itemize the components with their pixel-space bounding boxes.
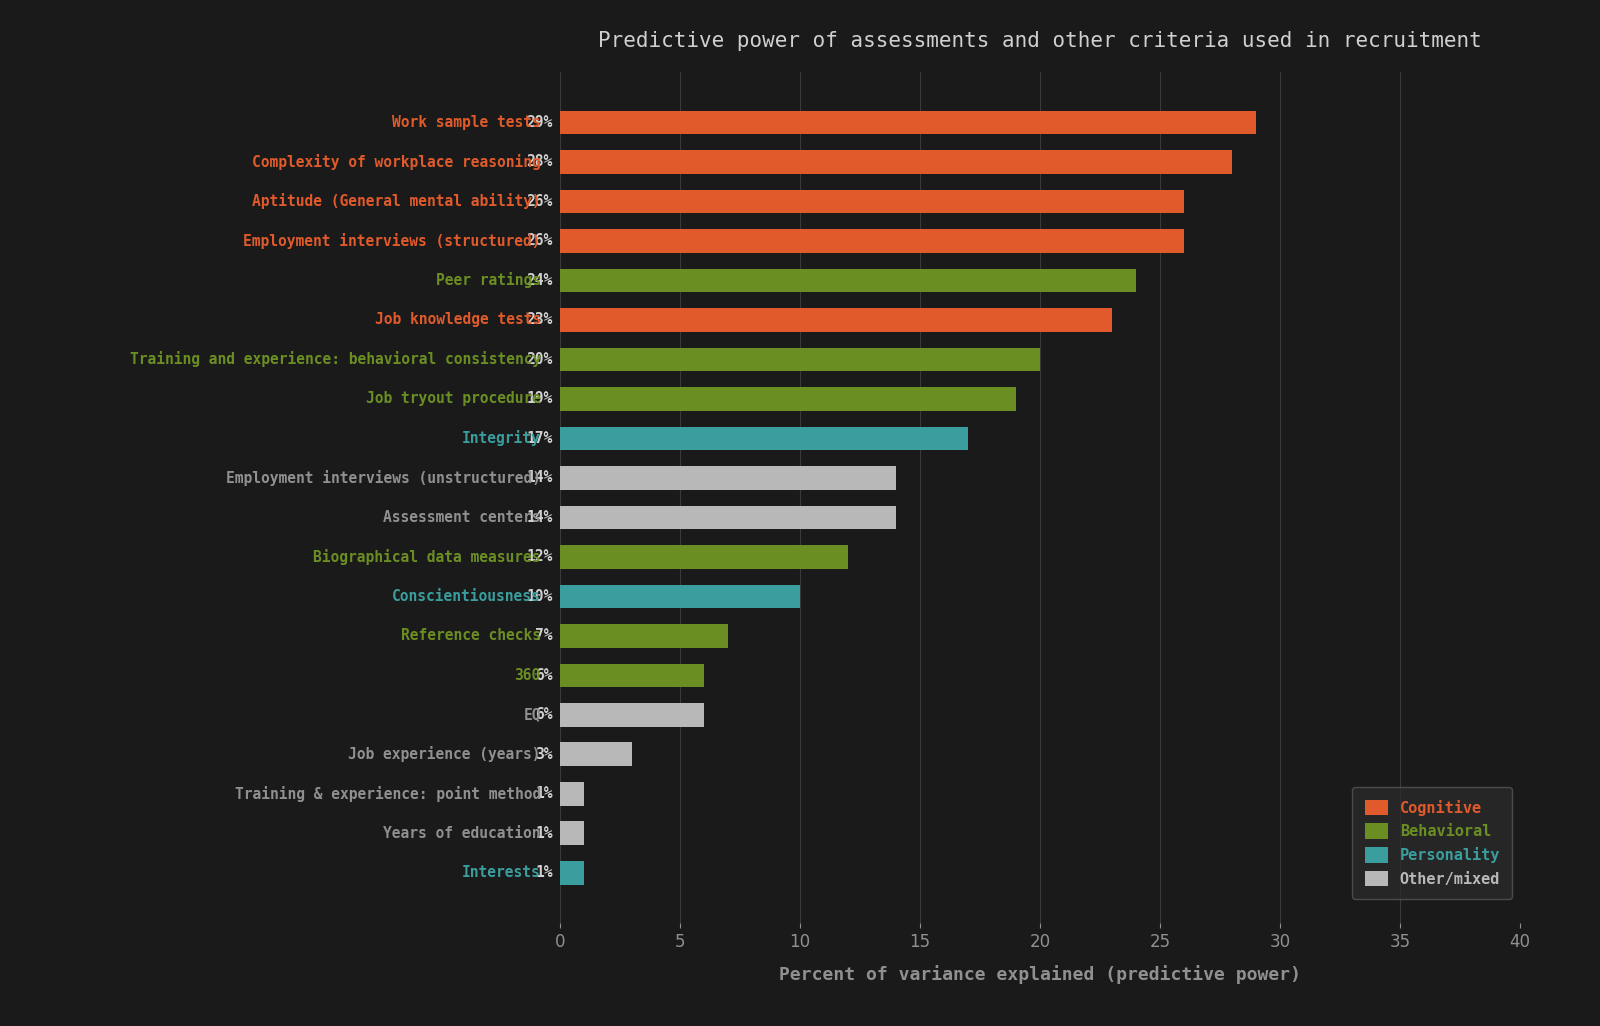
Text: Biographical data measures: Biographical data measures bbox=[314, 549, 541, 565]
Text: Training & experience: point method: Training & experience: point method bbox=[235, 786, 541, 802]
Text: 6%: 6% bbox=[536, 707, 554, 722]
Text: Job experience (years): Job experience (years) bbox=[349, 746, 541, 762]
Text: 360: 360 bbox=[515, 668, 541, 683]
Text: 1%: 1% bbox=[536, 865, 554, 880]
Bar bbox=[560, 545, 848, 568]
Bar bbox=[560, 150, 1232, 173]
Text: Conscientiousness: Conscientiousness bbox=[392, 589, 541, 604]
Bar bbox=[560, 822, 584, 845]
Text: EQ: EQ bbox=[523, 707, 541, 722]
Bar bbox=[560, 664, 704, 687]
Text: Interests: Interests bbox=[462, 865, 541, 880]
Text: 17%: 17% bbox=[526, 431, 554, 446]
Text: Complexity of workplace reasoning: Complexity of workplace reasoning bbox=[253, 154, 541, 170]
Text: Employment interviews (unstructured): Employment interviews (unstructured) bbox=[226, 470, 541, 486]
Text: 24%: 24% bbox=[526, 273, 554, 288]
Bar bbox=[560, 703, 704, 726]
Bar bbox=[560, 585, 800, 608]
Bar bbox=[560, 861, 584, 884]
Text: Reference checks: Reference checks bbox=[400, 628, 541, 643]
Text: 12%: 12% bbox=[526, 549, 554, 564]
Text: 29%: 29% bbox=[526, 115, 554, 130]
Text: Employment interviews (structured): Employment interviews (structured) bbox=[243, 233, 541, 249]
Bar bbox=[560, 427, 968, 450]
Text: 23%: 23% bbox=[526, 312, 554, 327]
Text: 26%: 26% bbox=[526, 233, 554, 248]
Text: 14%: 14% bbox=[526, 470, 554, 485]
Text: 26%: 26% bbox=[526, 194, 554, 209]
Bar bbox=[560, 387, 1016, 410]
Text: 7%: 7% bbox=[536, 628, 554, 643]
Title: Predictive power of assessments and other criteria used in recruitment: Predictive power of assessments and othe… bbox=[598, 31, 1482, 51]
Text: 20%: 20% bbox=[526, 352, 554, 367]
Text: Peer ratings: Peer ratings bbox=[435, 272, 541, 288]
Text: 3%: 3% bbox=[536, 747, 554, 762]
X-axis label: Percent of variance explained (predictive power): Percent of variance explained (predictiv… bbox=[779, 965, 1301, 984]
Bar bbox=[560, 348, 1040, 371]
Bar bbox=[560, 624, 728, 647]
Bar bbox=[560, 466, 896, 489]
Text: 1%: 1% bbox=[536, 786, 554, 801]
Text: Assessment centers: Assessment centers bbox=[384, 510, 541, 525]
Bar bbox=[560, 111, 1256, 134]
Text: 1%: 1% bbox=[536, 826, 554, 841]
Text: 19%: 19% bbox=[526, 391, 554, 406]
Text: Job knowledge tests: Job knowledge tests bbox=[374, 312, 541, 327]
Bar bbox=[560, 506, 896, 529]
Bar bbox=[560, 743, 632, 766]
Text: Years of education: Years of education bbox=[384, 826, 541, 841]
Text: Training and experience: behavioral consistency: Training and experience: behavioral cons… bbox=[130, 351, 541, 367]
Bar bbox=[560, 190, 1184, 213]
Text: 6%: 6% bbox=[536, 668, 554, 683]
Text: Work sample tests: Work sample tests bbox=[392, 115, 541, 130]
Text: Integrity: Integrity bbox=[462, 430, 541, 446]
Text: Job tryout procedure: Job tryout procedure bbox=[366, 391, 541, 406]
Bar bbox=[560, 782, 584, 805]
Bar bbox=[560, 229, 1184, 252]
Text: Aptitude (General mental ability): Aptitude (General mental ability) bbox=[253, 193, 541, 209]
Legend: Cognitive, Behavioral, Personality, Other/mixed: Cognitive, Behavioral, Personality, Othe… bbox=[1352, 787, 1512, 899]
Text: 14%: 14% bbox=[526, 510, 554, 525]
Text: 28%: 28% bbox=[526, 154, 554, 169]
Bar bbox=[560, 308, 1112, 331]
Text: 10%: 10% bbox=[526, 589, 554, 604]
Bar bbox=[560, 269, 1136, 292]
